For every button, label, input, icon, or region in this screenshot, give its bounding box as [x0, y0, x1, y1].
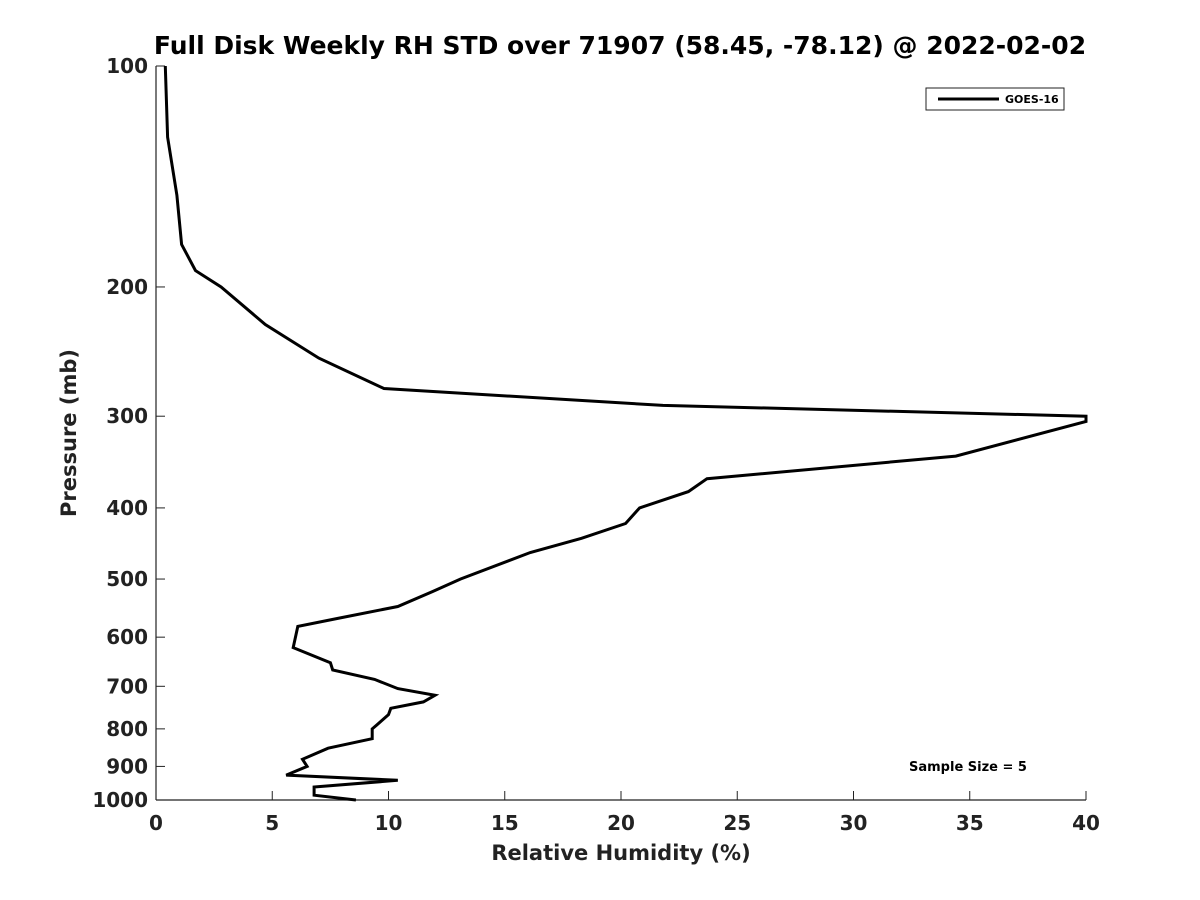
- y-tick-label: 900: [106, 754, 148, 778]
- chart-title: Full Disk Weekly RH STD over 71907 (58.4…: [154, 31, 1086, 60]
- y-tick-label: 800: [106, 717, 148, 741]
- x-tick-label: 10: [375, 811, 403, 835]
- x-tick-label: 20: [607, 811, 635, 835]
- y-tick-label: 100: [106, 54, 148, 78]
- y-tick-label: 300: [106, 404, 148, 428]
- x-axis-label: Relative Humidity (%): [491, 841, 750, 865]
- x-tick-label: 30: [840, 811, 868, 835]
- x-tick-label: 5: [265, 811, 279, 835]
- x-tick-label: 0: [149, 811, 163, 835]
- legend: GOES-16: [925, 87, 1065, 111]
- y-ticks: 100 200 300 400 500 600 700 800 900 1000: [92, 54, 165, 812]
- x-tick-label: 35: [956, 811, 984, 835]
- y-tick-label: 700: [106, 674, 148, 698]
- y-axis-label: Pressure (mb): [57, 349, 81, 517]
- series-layer: [163, 65, 1088, 802]
- x-tick-label: 25: [723, 811, 751, 835]
- sample-size-annotation: Sample Size = 5: [909, 760, 1027, 775]
- x-ticks: 0 5 10 15 20 25 30 35 40: [149, 791, 1100, 835]
- y-tick-label: 600: [106, 625, 148, 649]
- legend-label-goes-16: GOES-16: [1005, 93, 1059, 106]
- x-tick-label: 15: [491, 811, 519, 835]
- x-tick-label: 40: [1072, 811, 1100, 835]
- y-tick-label: 1000: [92, 788, 148, 812]
- y-tick-label: 200: [106, 275, 148, 299]
- y-tick-label: 500: [106, 567, 148, 591]
- y-tick-label: 400: [106, 496, 148, 520]
- series-line-goes-16: [163, 65, 1088, 802]
